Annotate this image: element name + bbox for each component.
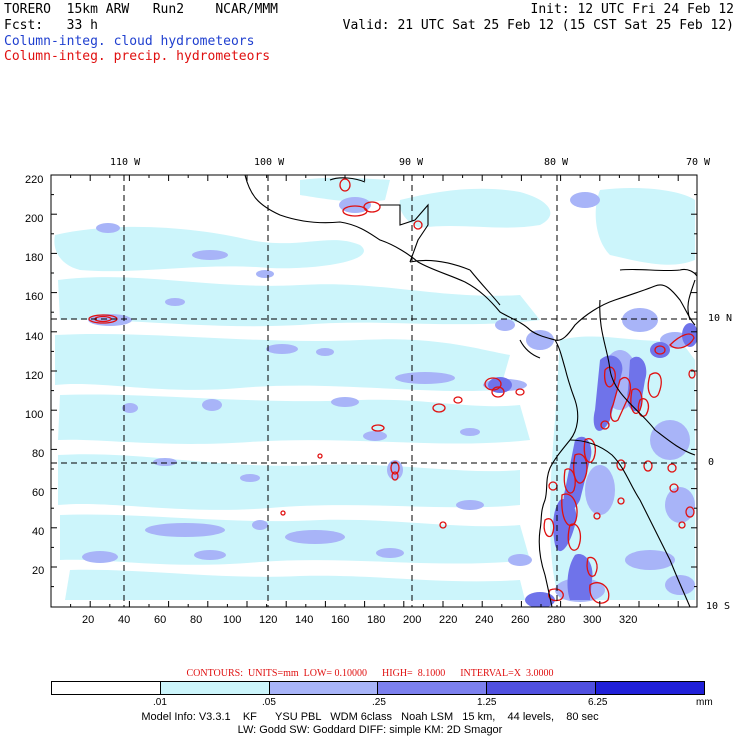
model-info-line-2: LW: Godd SW: Goddard DIFF: simple KM: 2D… xyxy=(237,724,503,736)
tick-marks xyxy=(51,175,697,607)
y-tick: 220 xyxy=(25,174,44,186)
colorbar-segment xyxy=(487,682,597,694)
x-tick: 20 xyxy=(82,614,95,626)
x-tick: 260 xyxy=(511,614,530,626)
y-tick: 60 xyxy=(32,487,45,499)
x-tick: 60 xyxy=(154,614,167,626)
colorbar-label: .05 xyxy=(262,697,276,708)
colorbar-segment xyxy=(269,682,379,694)
header-line-1: TORERO 15km ARW Run2 NCAR/MMM xyxy=(4,2,278,18)
y-tick: 100 xyxy=(25,409,44,421)
lon-label-90w: 90 W xyxy=(399,157,424,168)
x-tick: 100 xyxy=(223,614,242,626)
colorbar xyxy=(51,681,705,695)
fcst-label: Fcst: xyxy=(4,18,44,33)
hydrometeor-field xyxy=(54,175,697,607)
colorbar-segment xyxy=(378,682,488,694)
y-tick: 160 xyxy=(25,291,44,303)
x-tick: 180 xyxy=(367,614,386,626)
colorbar-label: .01 xyxy=(153,697,167,708)
y-tick: 140 xyxy=(25,331,44,343)
x-tick: 140 xyxy=(295,614,314,626)
x-tick: 120 xyxy=(259,614,278,626)
y-tick: 200 xyxy=(25,213,44,225)
y-tick: 20 xyxy=(32,565,45,577)
colorbar-segment xyxy=(52,682,161,694)
lon-label-110w: 110 W xyxy=(110,157,141,168)
model-info-line-1: Model Info: V3.3.1 KF YSU PBL WDM 6class… xyxy=(141,711,599,723)
legend-cloud: Column-integ. cloud hydrometeors xyxy=(4,34,255,49)
lat-label-0: 0 xyxy=(708,457,715,468)
colorbar-segment xyxy=(160,682,270,694)
fcst-value: 33 h xyxy=(66,18,98,33)
colorbar-labels: .01 .05 .25 1.25 6.25 mm xyxy=(0,697,740,709)
y-tick: 120 xyxy=(25,370,44,382)
colorbar-label: 6.25 xyxy=(588,697,608,708)
lat-label-10n: 10 N xyxy=(708,313,733,324)
x-tick: 220 xyxy=(439,614,458,626)
colorbar-label: 1.25 xyxy=(477,697,497,708)
lon-label-70w: 70 W xyxy=(686,157,711,168)
x-tick: 320 xyxy=(619,614,638,626)
x-tick: 80 xyxy=(190,614,203,626)
x-tick: 280 xyxy=(547,614,566,626)
colorbar-segment xyxy=(596,682,704,694)
x-tick: 300 xyxy=(583,614,602,626)
init-time: Init: 12 UTC Fri 24 Feb 12 xyxy=(530,2,735,17)
run-label: Run2 xyxy=(152,2,185,17)
lon-label-100w: 100 W xyxy=(254,157,285,168)
legend-precip: Column-integ. precip. hydrometeors xyxy=(4,49,271,64)
contours-info: CONTOURS: UNITS=mm LOW= 0.10000 HIGH= 8.… xyxy=(186,668,554,679)
valid-time: Valid: 21 UTC Sat 25 Feb 12 (15 CST Sat … xyxy=(342,18,734,33)
y-tick: 80 xyxy=(32,448,45,460)
forecast-hour: Fcst: 33 h xyxy=(4,18,98,34)
x-tick: 240 xyxy=(475,614,494,626)
colorbar-unit: mm xyxy=(696,697,713,708)
graticule xyxy=(51,175,697,607)
y-tick: 180 xyxy=(25,252,44,264)
colorbar-label: .25 xyxy=(372,697,386,708)
x-tick: 160 xyxy=(331,614,350,626)
lat-label-10s: 10 S xyxy=(706,601,731,612)
lon-label-80w: 80 W xyxy=(544,157,569,168)
coastlines xyxy=(244,175,697,607)
lon-labels: 110 W 100 W 90 W 80 W 70 W xyxy=(0,157,740,171)
model-resolution: 15km ARW xyxy=(66,2,130,17)
org-label: NCAR/MMM xyxy=(215,2,278,17)
model-name: TORERO xyxy=(4,2,51,17)
y-tick: 40 xyxy=(32,526,45,538)
x-tick: 40 xyxy=(118,614,131,626)
x-tick: 200 xyxy=(403,614,422,626)
